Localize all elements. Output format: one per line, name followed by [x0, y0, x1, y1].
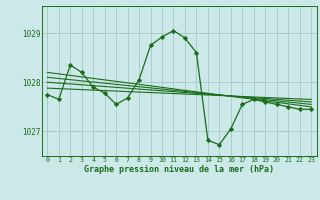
X-axis label: Graphe pression niveau de la mer (hPa): Graphe pression niveau de la mer (hPa)	[84, 165, 274, 174]
